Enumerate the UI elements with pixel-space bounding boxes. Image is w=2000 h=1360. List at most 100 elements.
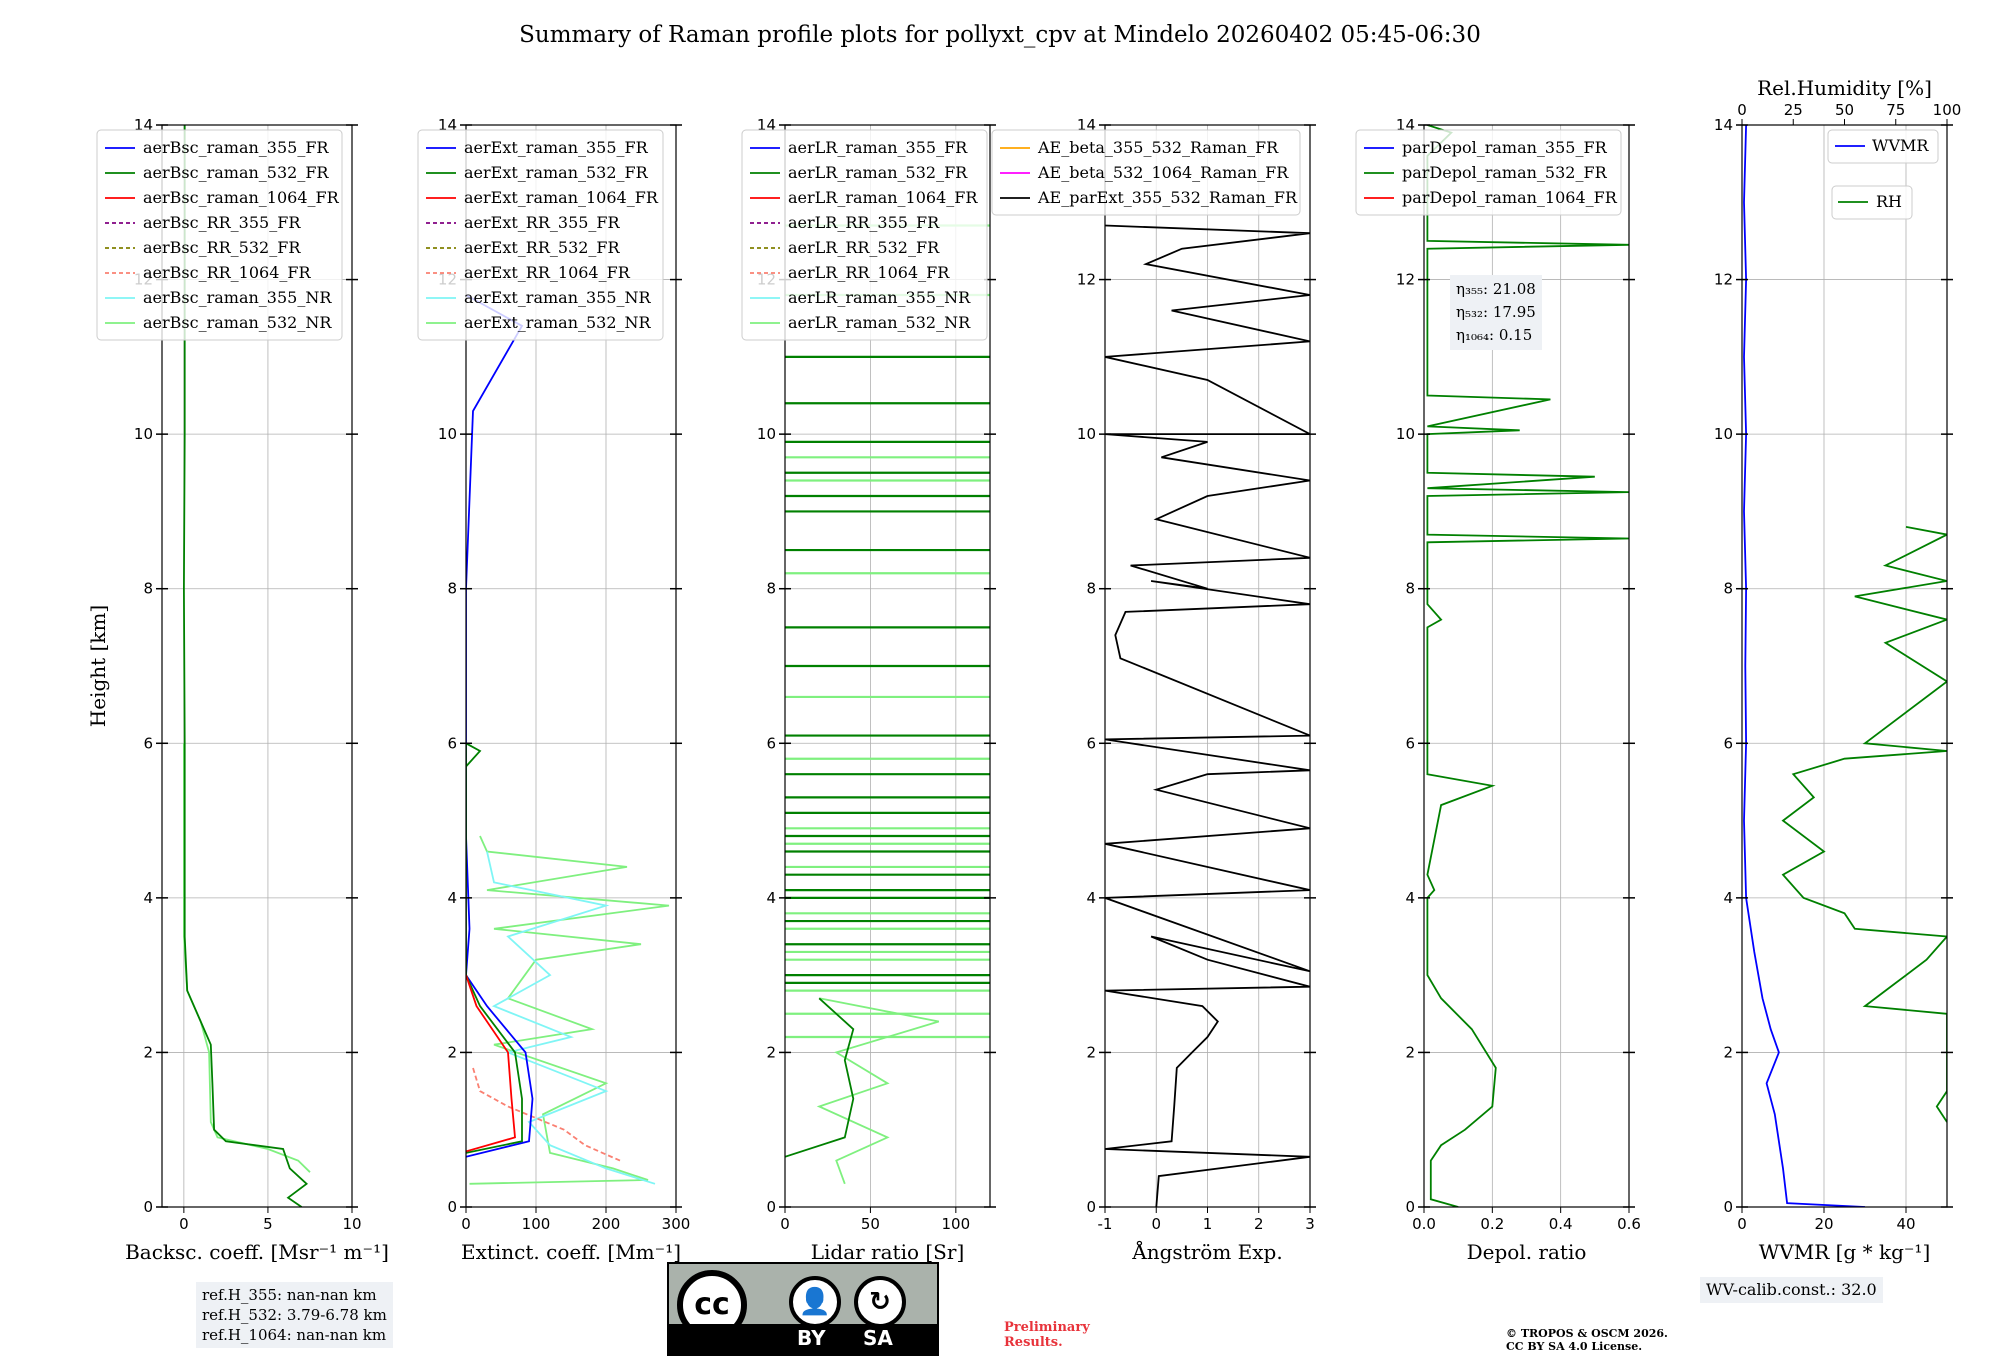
x-tick-label: 1 — [1203, 1215, 1213, 1233]
legend-label: aerBsc_raman_1064_FR — [143, 188, 340, 207]
by-icon: 👤 — [789, 1276, 841, 1328]
y-tick-label: 6 — [1086, 734, 1096, 752]
series-line-aerBsc_raman_532_NR — [183, 743, 311, 1173]
x-tick-label: 0.6 — [1617, 1215, 1641, 1233]
y-tick-label: 2 — [143, 1043, 153, 1061]
x-tick-label: 100 — [522, 1215, 551, 1233]
legend-label: aerExt_RR_1064_FR — [464, 263, 631, 282]
x-tick-label: 2 — [1254, 1215, 1264, 1233]
series-line-aerExt_raman_532_NR — [469, 835, 670, 1185]
y-tick-label: 0 — [447, 1198, 457, 1216]
x-tick-label: 20 — [1814, 1215, 1833, 1233]
y-tick-label: 4 — [143, 889, 153, 907]
data-group-ext — [466, 294, 670, 1185]
y-tick-label: 4 — [1086, 889, 1096, 907]
y-tick-label: 6 — [766, 734, 776, 752]
series-line-aerLR_raman_532_NR — [816, 997, 940, 1185]
x-tick-label: 3 — [1305, 1215, 1315, 1233]
x-tick-label: 200 — [592, 1215, 621, 1233]
y-tick-label: 4 — [766, 889, 776, 907]
axes-frame — [465, 124, 677, 1208]
depol-info-box: η₃₅₅: 21.08 η₅₃₂: 17.95 η₁₀₆₄: 0.15 — [1450, 275, 1542, 350]
y-tick-label: 14 — [1714, 116, 1733, 134]
bsc-info-line: ref.H_1064: nan-nan km — [202, 1326, 387, 1344]
x-tick-label: 100 — [942, 1215, 971, 1233]
data-group-wv — [1743, 125, 1947, 1207]
top-x-tick-label: 25 — [1784, 101, 1803, 119]
y-tick-label: 8 — [143, 580, 153, 598]
x-tick-label: 5 — [263, 1215, 273, 1233]
legend-label: aerBsc_raman_355_FR — [143, 138, 329, 157]
x-tick-label: 0 — [179, 1215, 189, 1233]
top-x-tick-label: 100 — [1933, 101, 1962, 119]
y-axis-label: Height [km] — [86, 605, 110, 727]
y-tick-label: 8 — [1405, 580, 1415, 598]
x-axis-label: WVMR [g * kg⁻¹] — [1759, 1240, 1931, 1264]
bsc-info-line: ref.H_355: nan-nan km — [202, 1286, 377, 1304]
panel-lr: 05010002468101214Lidar ratio [Sr]aerLR_r… — [741, 116, 996, 1264]
copyright-note: © TROPOS & OSCM 2026. CC BY SA 4.0 Licen… — [1506, 1327, 1668, 1353]
legend-label: WVMR — [1872, 136, 1929, 155]
x-tick-label: 0.2 — [1480, 1215, 1504, 1233]
axes-frame — [161, 124, 353, 1208]
y-tick-label: 2 — [1086, 1043, 1096, 1061]
legend-label: aerLR_raman_532_NR — [788, 313, 971, 332]
y-tick-label: 6 — [1405, 734, 1415, 752]
axes-frame — [1741, 124, 1948, 1208]
y-tick-label: 10 — [1714, 425, 1733, 443]
y-tick-label: 6 — [1723, 734, 1733, 752]
depol-info-line: η₃₅₅: 21.08 — [1456, 280, 1536, 298]
legend-label: aerLR_RR_532_FR — [788, 238, 940, 257]
legend-label: parDepol_raman_1064_FR — [1402, 188, 1618, 207]
top-x-tick-label: 50 — [1835, 101, 1854, 119]
axes-frame — [784, 124, 991, 1208]
y-tick-label: 8 — [766, 580, 776, 598]
legend-label: aerLR_raman_1064_FR — [788, 188, 978, 207]
series-line-AE_parExt_355_532_Raman_FR — [1105, 224, 1310, 1207]
wv-info-box: WV-calib.const.: 32.0 — [1700, 1277, 1883, 1303]
panel-bsc: 051002468101214Backsc. coeff. [Msr⁻¹ m⁻¹… — [86, 116, 389, 1264]
legend-box — [991, 129, 1301, 216]
x-axis-label: Backsc. coeff. [Msr⁻¹ m⁻¹] — [125, 1240, 389, 1264]
y-tick-label: 0 — [1723, 1198, 1733, 1216]
legend-label: aerBsc_RR_532_FR — [143, 238, 301, 257]
legend-label: RH — [1876, 192, 1902, 211]
top-x-tick-label: 75 — [1886, 101, 1905, 119]
y-tick-label: 10 — [438, 425, 457, 443]
legend-label: aerExt_raman_1064_FR — [464, 188, 659, 207]
data-group-ae — [1105, 224, 1310, 1207]
y-tick-label: 2 — [1723, 1043, 1733, 1061]
y-tick-label: 0 — [143, 1198, 153, 1216]
series-line-aerExt_raman_355_NR — [486, 851, 656, 1185]
series-line-parDepol_raman_532_FR — [1426, 125, 1629, 1207]
legend-label: parDepol_raman_355_FR — [1402, 138, 1608, 157]
data-group-depol — [1426, 125, 1629, 1207]
page-title: Summary of Raman profile plots for polly… — [519, 22, 1481, 48]
legend-label: aerLR_raman_532_FR — [788, 163, 968, 182]
legend-label: aerExt_raman_532_FR — [464, 163, 649, 182]
legend-box — [741, 129, 988, 341]
y-tick-label: 10 — [134, 425, 153, 443]
y-tick-label: 0 — [766, 1198, 776, 1216]
legend-label: aerLR_raman_355_FR — [788, 138, 968, 157]
x-tick-label: 300 — [662, 1215, 691, 1233]
series-line-aerBsc_raman_532_FR — [182, 125, 309, 1207]
legend-label: aerExt_raman_532_NR — [464, 313, 652, 332]
badge-sa-label: SA — [863, 1326, 893, 1350]
legend-box — [1827, 129, 1939, 164]
series-line-aerExt_RR_1064_FR — [472, 1067, 621, 1162]
x-axis-label: Extinct. coeff. [Mm⁻¹] — [461, 1240, 681, 1264]
x-tick-label: 50 — [861, 1215, 880, 1233]
legend-label: aerBsc_raman_355_NR — [143, 288, 332, 307]
depol-info-line: η₅₃₂: 17.95 — [1456, 303, 1536, 321]
series-line-aerLR_raman_532_FR — [785, 997, 855, 1158]
data-group-bsc — [182, 125, 311, 1207]
x-tick-label: 40 — [1896, 1215, 1915, 1233]
legend-box — [1831, 185, 1913, 220]
bsc-info-box: ref.H_355: nan-nan km ref.H_532: 3.79-6.… — [196, 1282, 393, 1348]
legend-label: aerExt_raman_355_FR — [464, 138, 649, 157]
y-tick-label: 8 — [447, 580, 457, 598]
